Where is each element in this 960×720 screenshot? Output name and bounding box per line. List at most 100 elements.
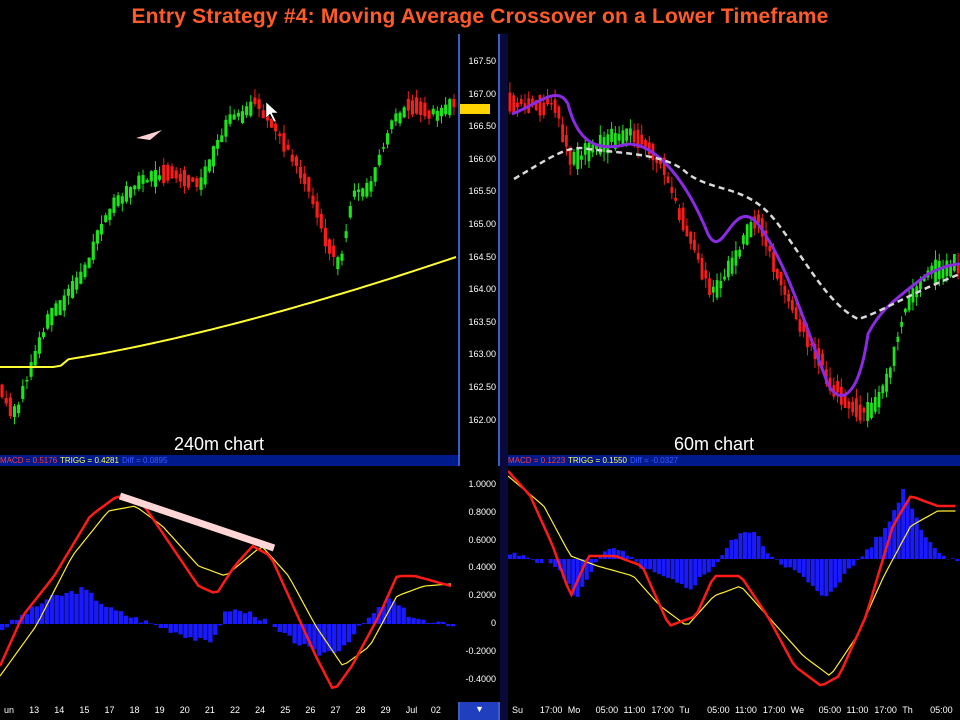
histogram-bar [193,624,198,641]
histogram-bar [411,617,416,624]
histogram-bar [715,559,720,563]
histogram-bar [416,618,421,624]
histogram-bar [743,532,747,559]
histogram-bar [937,552,942,559]
candle-body [199,177,203,190]
candle-body [315,201,319,218]
candle-body [108,208,112,220]
candle-body [303,173,307,185]
histogram-bar [54,595,59,624]
candle-body [768,245,772,252]
histogram-bar [950,558,955,559]
candle-body [636,129,640,148]
histogram-bar [9,619,15,624]
candle-body [41,332,46,338]
date-tick-label: 28 [355,705,366,715]
candle-body [386,133,390,145]
histogram-bar [788,559,793,568]
candle-body [952,254,956,271]
candle-body [87,257,91,268]
histogram-bar [910,508,915,559]
price-tick-label: 0 [490,618,496,628]
candle-body [843,395,847,408]
pane-divider[interactable] [500,34,508,720]
candle-body [704,270,708,279]
candle-body [798,319,802,332]
histogram-bar [59,595,64,624]
histogram-bar [729,539,734,559]
candle-body [66,288,70,296]
candle-body [945,260,949,276]
left-price-chart[interactable]: 240m chart [0,34,458,455]
histogram-bar [232,609,238,624]
date-tick-label: 11:00 [846,705,869,715]
drop-icon[interactable]: ▼ [475,704,484,714]
price-tick-label: -0.2000 [465,645,496,656]
price-tick-label: 0.8000 [468,506,496,517]
left-trigg-value: TRIGG = 0.4281 [60,456,119,465]
candle-body [742,235,745,245]
price-tick-label: 163.00 [468,349,496,360]
histogram-bar [79,587,84,624]
histogram-bar [553,559,558,568]
histogram-bar [29,606,35,624]
candle-body [54,303,58,316]
candle-body [390,120,394,130]
histogram-bar [806,559,811,583]
histogram-bar [892,510,897,559]
candle-body [640,134,644,145]
histogram-bar [675,559,680,583]
histogram-bar [508,554,512,559]
candle-body [137,175,141,189]
histogram-bar [391,601,396,624]
left-date-axis: un 13 14 15 17 18 19 20 21 22 24 25 26 27 28 29 Jul 02 [0,702,458,720]
candle-body [757,214,760,223]
histogram-bar [684,559,689,588]
date-tick-label: 17:00 [539,705,563,715]
last-price-highlight [460,104,490,114]
right-macd-chart[interactable] [508,466,960,702]
right-price-chart[interactable]: 60m chart [508,34,960,455]
candle-body [344,231,348,239]
histogram-bar [138,622,144,624]
left-macd-axis[interactable]: 1.0000 0.8000 0.6000 0.4000 0.2000 0 -0.2000 -0… [458,466,500,702]
histogram-bar [123,615,129,624]
histogram-bar [401,607,406,624]
candle-body [644,139,647,149]
price-tick-label: 164.00 [468,284,496,295]
candle-body [617,133,621,141]
histogram-bar [173,624,178,633]
left-macd-chart[interactable] [0,466,458,702]
histogram-bar [446,624,451,627]
candle-body [613,133,617,149]
histogram-bar [74,593,79,624]
histogram-bar [819,559,824,596]
candle-body [153,170,158,187]
right-chart-label: 60m chart [674,434,755,454]
candle-body [232,114,236,120]
right-macd-header: MACD = 0.1223 TRIGG = 0.1550 Diff = -0.0… [508,455,960,466]
histogram-bar [611,548,616,559]
candle-body [8,397,12,417]
histogram-bar [770,556,775,559]
candle-body [647,142,651,155]
histogram-bar [630,557,634,559]
candle-body [348,206,352,218]
histogram-bar [188,624,193,638]
histogram-bar [208,624,213,643]
price-tick-label: 164.50 [468,251,496,262]
date-tick-label: 15 [79,705,90,715]
candle-body [141,175,145,184]
histogram-bar [356,624,362,626]
histogram-bar [441,622,446,624]
left-price-axis[interactable]: 167.50 167.00 166.50 166.00 165.50 165.00 164.… [458,34,500,455]
candle-body [104,215,108,223]
candle-body [791,299,794,311]
price-tick-label: 165.50 [468,186,496,197]
candle-body [191,177,195,182]
histogram-bar [860,556,865,559]
axis-scroll-control[interactable]: ▼ [460,702,498,720]
candle-body [870,402,873,419]
candle-body [772,251,775,272]
histogram-bar [4,624,10,628]
